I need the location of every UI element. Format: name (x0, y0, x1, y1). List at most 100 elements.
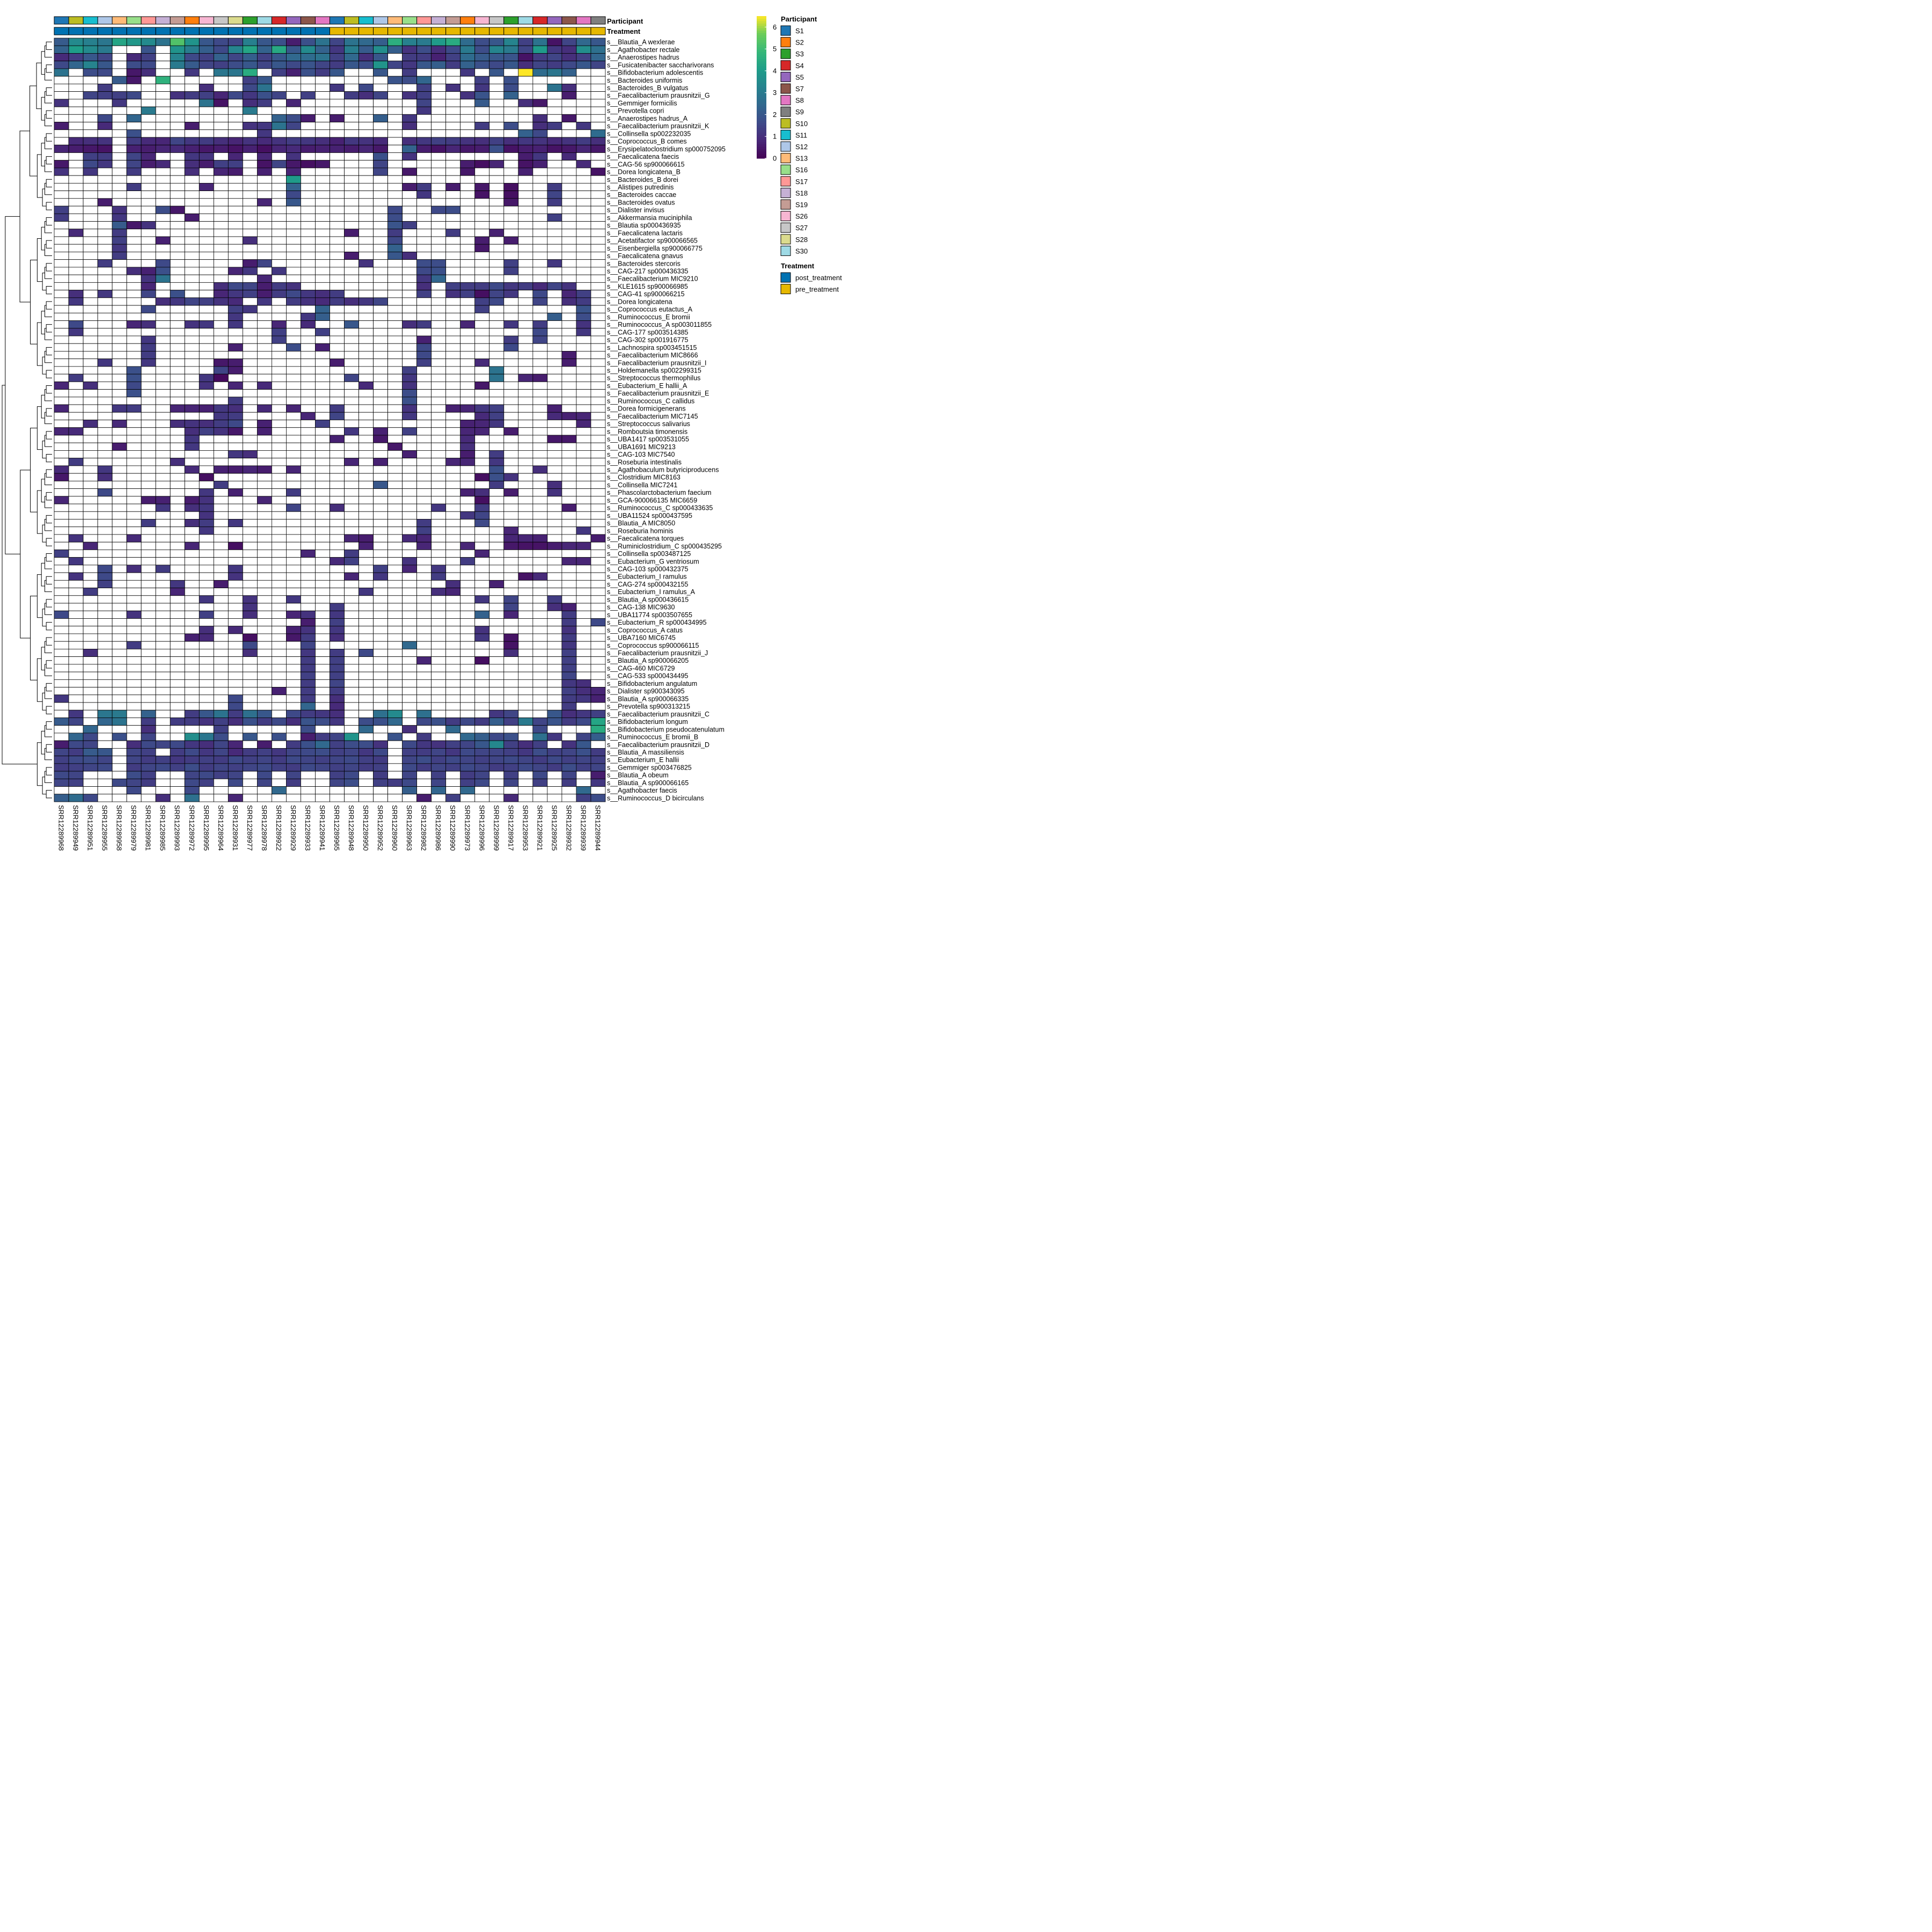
heatmap-cell (126, 641, 142, 649)
heatmap-cell (460, 366, 475, 375)
heatmap-cell (561, 664, 577, 672)
heatmap-cell (387, 442, 403, 451)
heatmap-cell (532, 160, 548, 169)
heatmap-cell (68, 496, 84, 504)
heatmap-cell (402, 221, 418, 230)
heatmap-cell (141, 687, 156, 696)
treatment-cell (330, 27, 345, 35)
heatmap-cell (83, 206, 98, 214)
heatmap-cell (489, 550, 504, 558)
heatmap-cell (561, 572, 577, 581)
heatmap-cell (547, 305, 562, 313)
heatmap-cell (344, 603, 359, 611)
heatmap-cell (561, 526, 577, 535)
colorbar-segment (757, 111, 766, 114)
heatmap-cell (213, 358, 229, 367)
heatmap-cell (141, 312, 156, 321)
heatmap-cell (184, 358, 200, 367)
heatmap-cell (431, 718, 447, 726)
heatmap-cell (344, 458, 359, 466)
heatmap-cell (242, 45, 258, 54)
heatmap-cell (301, 733, 316, 741)
column-label: SRR12289999 (492, 805, 500, 851)
heatmap-cell (83, 290, 98, 298)
heatmap-cell (330, 756, 345, 764)
heatmap-cell (431, 580, 447, 588)
heatmap-cell (170, 267, 185, 275)
heatmap-cell (68, 312, 84, 321)
heatmap-cell (97, 167, 113, 176)
heatmap-cell (445, 435, 461, 443)
heatmap-cell (445, 725, 461, 734)
heatmap-cell (373, 794, 389, 802)
heatmap-cell (213, 122, 229, 130)
heatmap-cell (416, 442, 432, 451)
heatmap-cell (344, 45, 359, 54)
dendrogram-branch (46, 156, 52, 165)
heatmap-cell (576, 191, 591, 199)
heatmap-cell (489, 83, 504, 92)
heatmap-cell (561, 412, 577, 420)
heatmap-cell (503, 198, 519, 207)
heatmap-cell (402, 282, 418, 290)
dendrogram-branch (46, 385, 52, 394)
heatmap-cell (199, 488, 214, 497)
heatmap-cell (576, 503, 591, 512)
heatmap-cell (547, 450, 562, 459)
heatmap-cell (228, 610, 243, 619)
heatmap-cell (518, 175, 533, 184)
heatmap-cell (199, 305, 214, 313)
heatmap-cell (126, 305, 142, 313)
heatmap-cell (271, 671, 287, 680)
heatmap-cell (170, 83, 185, 92)
heatmap-cell (242, 397, 258, 405)
heatmap-cell (126, 465, 142, 474)
heatmap-cell (590, 274, 606, 283)
heatmap-cell (489, 167, 504, 176)
heatmap-cell (68, 427, 84, 436)
heatmap-cell (576, 679, 591, 687)
heatmap-cell (54, 465, 69, 474)
column-label: SRR12289964 (217, 805, 225, 851)
heatmap-cell (271, 389, 287, 398)
heatmap-cell (155, 748, 171, 757)
heatmap-cell (344, 328, 359, 336)
heatmap-cell (373, 99, 389, 107)
heatmap-cell (474, 198, 490, 207)
heatmap-cell (402, 167, 418, 176)
heatmap-cell (112, 290, 127, 298)
heatmap-cell (170, 182, 185, 191)
heatmap-cell (228, 137, 243, 145)
heatmap-cell (576, 763, 591, 772)
heatmap-cell (286, 435, 301, 443)
heatmap-cell (561, 45, 577, 54)
heatmap-cell (170, 519, 185, 528)
heatmap-cell (301, 106, 316, 115)
heatmap-cell (330, 526, 345, 535)
heatmap-cell (445, 526, 461, 535)
heatmap-cell (97, 236, 113, 245)
heatmap-cell (112, 740, 127, 749)
heatmap-cell (228, 38, 243, 46)
heatmap-cell (54, 541, 69, 550)
heatmap-cell (184, 144, 200, 153)
heatmap-cell (431, 83, 447, 92)
heatmap-cell (387, 122, 403, 130)
heatmap-cell (286, 114, 301, 122)
heatmap-cell (344, 320, 359, 329)
heatmap-cell (330, 182, 345, 191)
heatmap-cell (373, 756, 389, 764)
heatmap-cell (271, 503, 287, 512)
heatmap-cell (68, 572, 84, 581)
heatmap-cell (561, 374, 577, 382)
heatmap-cell (54, 733, 69, 741)
heatmap-cell (416, 503, 432, 512)
heatmap-cell (460, 687, 475, 696)
heatmap-cell (503, 312, 519, 321)
row-label: s__CAG-56 sp900066615 (607, 160, 685, 168)
heatmap-cell (344, 756, 359, 764)
heatmap-cell (358, 343, 374, 352)
row-label: s__Faecalicatena gnavus (607, 252, 683, 260)
heatmap-cell (518, 351, 533, 360)
heatmap-cell (474, 435, 490, 443)
